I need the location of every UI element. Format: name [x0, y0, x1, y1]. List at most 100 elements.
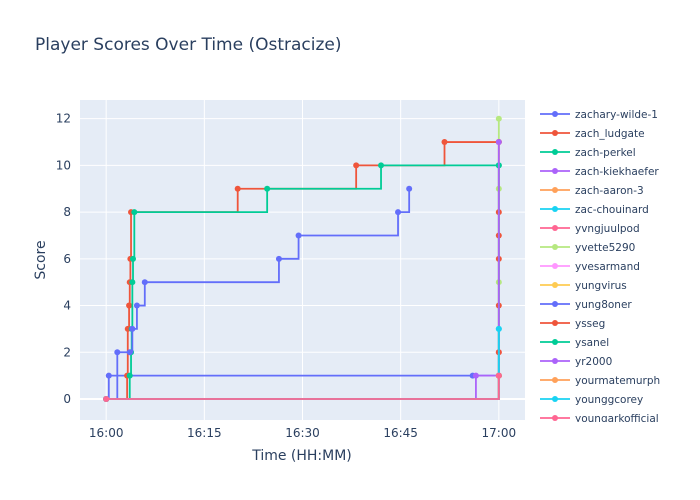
- data-point[interactable]: [295, 232, 302, 239]
- legend-marker: [552, 149, 558, 155]
- data-point[interactable]: [495, 372, 502, 379]
- legend-marker: [552, 168, 558, 174]
- data-point[interactable]: [353, 162, 360, 169]
- chart-title: Player Scores Over Time (Ostracize): [35, 35, 342, 55]
- x-axis-ticks: 16:00 16:15 16:30 16:45 17:00: [89, 426, 516, 440]
- legend-item[interactable]: yvngjuulpod: [540, 223, 640, 235]
- series-youngarkofficial: [103, 372, 502, 402]
- data-point[interactable]: [141, 279, 148, 286]
- data-point[interactable]: [126, 302, 133, 309]
- series-line: [106, 141, 499, 400]
- legend-marker: [552, 225, 558, 231]
- x-tick-label: 16:00: [89, 426, 124, 440]
- data-point[interactable]: [130, 255, 137, 262]
- legend-label: ysanel: [575, 337, 609, 349]
- legend-label: zach-perkel: [575, 147, 636, 159]
- legend-marker: [552, 130, 558, 136]
- data-point[interactable]: [114, 349, 121, 356]
- data-point[interactable]: [275, 255, 282, 262]
- legend-marker: [552, 339, 558, 345]
- x-tick-label: 16:30: [285, 426, 320, 440]
- legend-label: zachary-wilde-1: [575, 109, 658, 121]
- legend-label: yvesarmand: [575, 261, 640, 273]
- y-tick-label: 10: [56, 158, 71, 172]
- legend-label: yvette5290: [575, 242, 635, 254]
- legend-item[interactable]: zach-kiekhaefer: [540, 166, 659, 178]
- y-tick-label: 8: [63, 205, 71, 219]
- legend-label: yung8oner: [575, 299, 632, 311]
- data-point[interactable]: [129, 279, 136, 286]
- legend-label: zach-aaron-3: [575, 185, 644, 197]
- y-tick-label: 2: [63, 345, 71, 359]
- legend-item[interactable]: yung8oner: [540, 299, 632, 311]
- data-point[interactable]: [129, 325, 136, 332]
- series-yung8oner: [103, 185, 413, 402]
- legend-item[interactable]: youngarkofficial: [540, 413, 659, 425]
- data-point[interactable]: [441, 139, 448, 146]
- legend-marker: [552, 301, 558, 307]
- legend-label: younggcorey: [575, 394, 643, 406]
- data-point[interactable]: [126, 372, 133, 379]
- legend[interactable]: zachary-wilde-1 zach_ludgate zach-perkel za…: [540, 109, 660, 425]
- series-layer: [103, 115, 502, 402]
- data-point[interactable]: [131, 209, 138, 216]
- legend-item[interactable]: ysseg: [540, 318, 605, 330]
- legend-marker: [552, 396, 558, 402]
- legend-marker: [552, 244, 558, 250]
- legend-item[interactable]: younggcorey: [540, 394, 643, 406]
- data-point[interactable]: [495, 139, 502, 146]
- legend-marker: [552, 358, 558, 364]
- legend-label: yungvirus: [575, 280, 627, 292]
- y-tick-label: 6: [63, 252, 71, 266]
- legend-item[interactable]: yr2000: [540, 356, 612, 368]
- data-point[interactable]: [126, 349, 133, 356]
- legend-label: yvngjuulpod: [575, 223, 640, 235]
- x-tick-label: 16:15: [187, 426, 222, 440]
- legend-marker: [552, 263, 558, 269]
- x-tick-label: 17:00: [482, 426, 517, 440]
- data-point[interactable]: [264, 185, 271, 192]
- legend-marker: [552, 187, 558, 193]
- legend-item[interactable]: zach-aaron-3: [540, 185, 644, 197]
- legend-marker: [552, 320, 558, 326]
- legend-marker: [552, 111, 558, 117]
- data-point[interactable]: [378, 162, 385, 169]
- legend-label: zach_ludgate: [575, 128, 645, 140]
- data-point[interactable]: [495, 325, 502, 332]
- data-point[interactable]: [406, 185, 413, 192]
- legend-marker: [552, 377, 558, 383]
- legend-item[interactable]: ysanel: [540, 337, 609, 349]
- legend-label: ysseg: [575, 318, 605, 330]
- data-point[interactable]: [472, 372, 479, 379]
- legend-label: zac-chouinard: [575, 204, 649, 216]
- y-axis-title: Score: [33, 240, 49, 279]
- series-line: [106, 375, 500, 400]
- data-point[interactable]: [103, 395, 110, 402]
- legend-item[interactable]: yourmatemurph: [540, 375, 660, 387]
- y-tick-label: 0: [63, 392, 71, 406]
- legend-item[interactable]: zachary-wilde-1: [540, 109, 658, 121]
- data-point[interactable]: [395, 209, 402, 216]
- legend-item[interactable]: yvette5290: [540, 242, 635, 254]
- legend-marker: [552, 415, 558, 421]
- legend-label: yr2000: [575, 356, 612, 368]
- data-point[interactable]: [133, 302, 140, 309]
- data-point[interactable]: [105, 372, 112, 379]
- legend-label: yourmatemurph: [575, 375, 660, 387]
- legend-item[interactable]: yungvirus: [540, 280, 627, 292]
- legend-item[interactable]: zach-perkel: [540, 147, 636, 159]
- legend-item[interactable]: zach_ludgate: [540, 128, 645, 140]
- y-tick-label: 4: [63, 299, 71, 313]
- data-point[interactable]: [495, 115, 502, 122]
- legend-marker: [552, 206, 558, 212]
- legend-item[interactable]: yvesarmand: [540, 261, 640, 273]
- legend-label: zach-kiekhaefer: [575, 166, 659, 178]
- y-axis-ticks: 0 2 4 6 8 10 12: [56, 112, 71, 406]
- legend-label: youngarkofficial: [575, 413, 659, 425]
- data-point[interactable]: [234, 185, 241, 192]
- y-tick-label: 12: [56, 112, 71, 126]
- x-axis-title: Time (HH:MM): [251, 448, 352, 464]
- legend-item[interactable]: zac-chouinard: [540, 204, 649, 216]
- legend-marker: [552, 282, 558, 288]
